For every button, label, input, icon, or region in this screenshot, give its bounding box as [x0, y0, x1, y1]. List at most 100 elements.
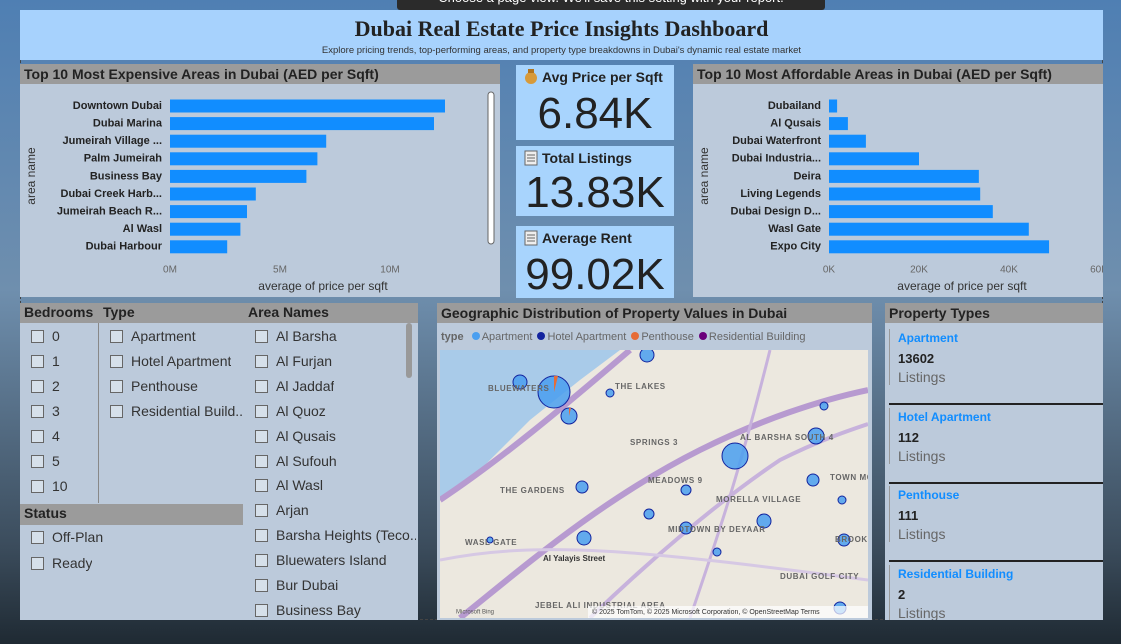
y-tick-label: Expo City: [770, 241, 822, 253]
checkbox[interactable]: [255, 579, 268, 592]
map: BLUEWATERS THE LAKES SPRINGS 3 AL BARSHA SO…: [440, 350, 868, 618]
slicer-item[interactable]: Hotel Apartment: [131, 353, 232, 369]
map-label: JEBEL ALI INDUSTRIAL AREA: [535, 601, 666, 610]
y-tick-label: Dubai Industria...: [732, 153, 821, 165]
slicer-item[interactable]: Arjan: [276, 502, 309, 519]
checkbox[interactable]: [31, 556, 44, 570]
checkbox[interactable]: [31, 405, 44, 418]
bar: [829, 99, 838, 113]
slicer-item[interactable]: Al Qusais: [276, 427, 336, 444]
slicer-item[interactable]: Ready: [52, 554, 93, 571]
legend-marker: [471, 332, 480, 340]
map-label: BROOKFIELD: [835, 535, 868, 544]
checkbox[interactable]: [255, 479, 268, 493]
scrollbar[interactable]: [406, 323, 412, 378]
x-axis-label: average of price per sqft: [897, 279, 1027, 293]
x-tick-label: 0K: [823, 265, 836, 276]
map-label: MIDTOWN BY DEYAAR: [668, 525, 766, 534]
slicer-item[interactable]: 0: [52, 328, 60, 344]
checkbox[interactable]: [31, 531, 44, 544]
slicer-item[interactable]: Al Wasl: [276, 477, 323, 494]
slicer-item[interactable]: Penthouse: [131, 378, 198, 394]
divider: [98, 323, 99, 503]
checkbox[interactable]: [110, 330, 123, 343]
checkbox[interactable]: [31, 480, 44, 493]
slicer-item[interactable]: Residential Build...: [131, 403, 243, 419]
slicer-item[interactable]: 5: [52, 453, 60, 469]
bar: [829, 117, 848, 131]
type-count: 112: [898, 429, 919, 445]
checkbox[interactable]: [31, 355, 44, 368]
money-bag-icon: [525, 69, 537, 84]
document-icon: [524, 230, 538, 246]
y-tick-label: Dubai Creek Harb...: [61, 188, 162, 200]
checkbox[interactable]: [255, 504, 268, 518]
x-tick-label: 0M: [163, 265, 177, 276]
kpi-label: Total Listings: [542, 150, 632, 166]
slicer-item[interactable]: Bur Dubai: [276, 577, 339, 593]
checkbox[interactable]: [31, 330, 44, 343]
checkbox[interactable]: [110, 380, 123, 393]
checkbox[interactable]: [31, 430, 44, 443]
separator: [889, 403, 1103, 405]
checkbox[interactable]: [110, 405, 123, 418]
checkbox[interactable]: [110, 355, 123, 368]
slicer-item[interactable]: Al Quoz: [276, 402, 326, 419]
bar: [170, 169, 307, 183]
map-label: TOWN MOTOR CITY: [830, 473, 868, 482]
map-label: THE GARDENS: [500, 486, 565, 495]
slicer-item[interactable]: 3: [52, 403, 60, 419]
property-types-panel: Property Types Apartment 13602 Listings Hot…: [885, 303, 1103, 620]
road: [458, 387, 868, 618]
y-tick-label: Dubai Waterfront: [732, 135, 821, 147]
chart-title: Top 10 Most Affordable Areas in Dubai (A…: [693, 64, 1103, 84]
checkbox[interactable]: [255, 330, 268, 343]
chart-svg: area name average of price per sqft Duba…: [697, 99, 1103, 293]
checkbox[interactable]: [255, 603, 268, 617]
slicer-item[interactable]: Al Furjan: [276, 352, 333, 369]
y-tick-label: Palm Jumeirah: [84, 153, 163, 165]
scrollbar[interactable]: [487, 91, 495, 245]
map-panel: Geographic Distribution of Property Valu…: [437, 303, 872, 620]
slicer-item[interactable]: Al Jaddaf: [276, 377, 335, 394]
checkbox[interactable]: [255, 529, 268, 543]
checkbox[interactable]: [255, 429, 268, 443]
bar: [170, 222, 241, 236]
slicer-item[interactable]: Bluewaters Island: [276, 552, 387, 569]
y-tick-label: Wasl Gate: [768, 223, 821, 235]
checkbox[interactable]: [255, 454, 268, 468]
slicer-item[interactable]: Al Sufouh: [276, 452, 337, 469]
slicer-item[interactable]: Business Bay: [276, 601, 361, 618]
accent-bar: [889, 486, 890, 542]
x-tick-label: 5M: [273, 265, 287, 276]
slicer-item[interactable]: Al Barsha: [276, 328, 337, 344]
separator: [889, 481, 1103, 484]
slicer-item[interactable]: 1: [52, 353, 60, 369]
type-count: 111: [898, 508, 919, 523]
status-header-bar: [20, 504, 243, 525]
map-label: WASL GATE: [465, 538, 517, 547]
checkbox[interactable]: [255, 404, 268, 418]
checkbox[interactable]: [255, 379, 268, 393]
kpi-label: Average Rent: [542, 230, 632, 246]
y-axis-label: area name: [24, 147, 38, 205]
separator: [889, 560, 1103, 562]
map-label: MEADOWS 9: [648, 476, 703, 485]
slicer-item[interactable]: Apartment: [131, 328, 196, 344]
checkbox[interactable]: [31, 455, 44, 468]
checkbox[interactable]: [255, 554, 268, 568]
slicer-item[interactable]: 10: [52, 478, 68, 494]
bar: [170, 205, 247, 219]
slicer-title: Status: [24, 505, 67, 521]
checkbox[interactable]: [31, 380, 44, 393]
slicer-item[interactable]: Off-Plan: [52, 529, 104, 545]
bar: [170, 99, 445, 113]
slicer-item[interactable]: Barsha Heights (Teco...: [276, 527, 416, 544]
slicer-item[interactable]: 2: [52, 378, 60, 394]
legend-label: Residential Building: [708, 331, 806, 343]
map-label: THE LAKES: [615, 382, 666, 391]
checkbox[interactable]: [255, 354, 268, 368]
type-unit: Listings: [898, 369, 946, 385]
header: Dubai Real Estate Price Insights Dashboa…: [20, 10, 1103, 60]
slicer-item[interactable]: 4: [52, 428, 60, 444]
